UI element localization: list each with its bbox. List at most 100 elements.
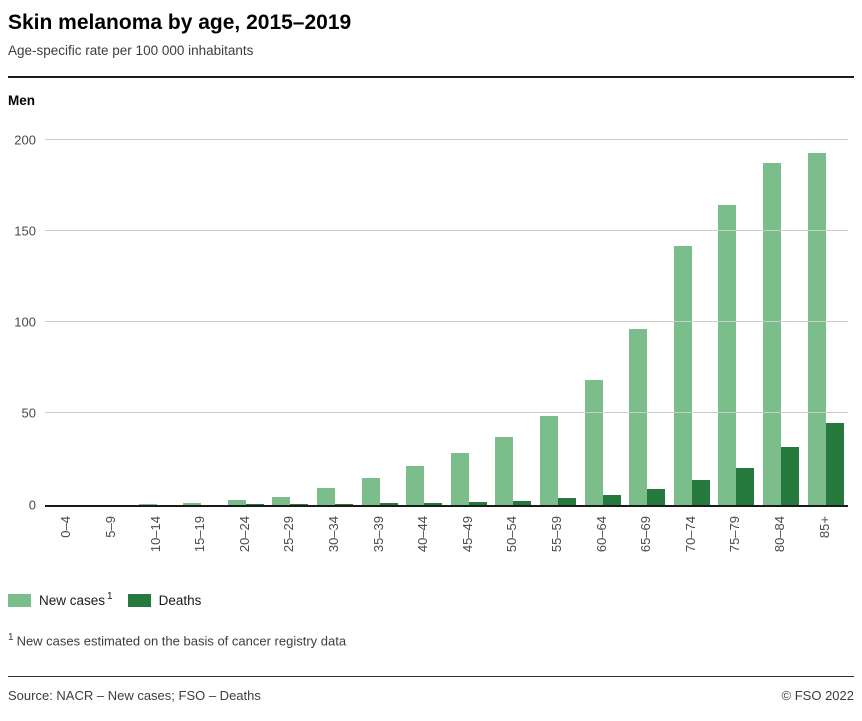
x-label-cell: 15–19 [179, 507, 224, 577]
y-tick-label: 200 [14, 132, 36, 148]
bar-deaths [781, 447, 800, 505]
x-axis-label: 10–14 [147, 515, 163, 552]
copyright-text: © FSO 2022 [781, 687, 854, 703]
legend-label: Deaths [158, 592, 202, 608]
bar-deaths [736, 468, 755, 505]
x-axis-label: 15–19 [192, 515, 208, 552]
x-axis-label: 30–34 [325, 515, 341, 552]
bar-new-cases [540, 415, 558, 505]
legend-label: New cases 1 [39, 591, 113, 608]
source-text: Source: NACR – New cases; FSO – Deaths [8, 687, 261, 703]
bar-deaths [558, 498, 576, 505]
x-label-cell: 25–29 [268, 507, 313, 577]
plot-area [45, 131, 848, 507]
bar-group [759, 131, 804, 505]
bar-group [179, 131, 224, 505]
gridline [45, 138, 848, 140]
x-label-cell: 75–79 [714, 507, 759, 577]
bar-group [803, 131, 848, 505]
footnote-text: New cases estimated on the basis of canc… [16, 632, 347, 648]
bar-deaths [468, 502, 487, 505]
legend-item-new-cases: New cases 1 [8, 591, 113, 608]
bar-new-cases [361, 478, 380, 505]
x-label-cell: 0–4 [45, 507, 90, 577]
bar-group [625, 131, 670, 505]
x-label-cell: 85+ [803, 507, 848, 577]
x-label-cell: 45–49 [446, 507, 491, 577]
bar-new-cases [272, 496, 291, 505]
x-label-cell: 80–84 [759, 507, 804, 577]
y-axis: 0 50 100 150 200 [8, 131, 45, 511]
footnote: 1 New cases estimated on the basis of can… [8, 632, 854, 648]
x-label-cell: 10–14 [134, 507, 179, 577]
bar-group [90, 131, 135, 505]
x-axis-label: 20–24 [236, 515, 252, 552]
x-label-cell: 5–9 [90, 507, 135, 577]
x-axis-label: 40–44 [415, 515, 431, 552]
header-divider [8, 76, 854, 79]
legend: New cases 1 Deaths [8, 591, 854, 608]
x-axis-label: 60–64 [593, 515, 609, 552]
chart-group-label: Men [8, 93, 35, 109]
footer-divider [8, 675, 854, 677]
bar-new-cases [183, 502, 202, 505]
bar-new-cases [450, 452, 469, 505]
gridline [45, 321, 848, 323]
y-tick-label: 100 [14, 314, 36, 330]
bar-group [134, 131, 179, 505]
bar-group [580, 131, 625, 505]
chart-subtitle: Age-specific rate per 100 000 inhabitant… [8, 43, 254, 59]
bar-group [402, 131, 447, 505]
x-label-cell: 50–54 [491, 507, 536, 577]
bar-group [268, 131, 313, 505]
x-label-cell: 40–44 [402, 507, 447, 577]
bar-group [313, 131, 358, 505]
bar-group [223, 131, 268, 505]
bar-group [670, 131, 715, 505]
gridline [45, 229, 848, 231]
deaths-swatch-icon [127, 593, 151, 607]
bar-deaths [691, 479, 710, 505]
bar-new-cases [763, 162, 782, 505]
x-axis-label: 45–49 [459, 515, 475, 552]
x-axis-label: 35–39 [370, 515, 386, 552]
x-label-cell: 30–34 [313, 507, 358, 577]
x-label-cell: 65–69 [625, 507, 670, 577]
x-axis: 0–4 5–9 10–14 15–19 20–24 25–29 30–34 35–39 40–4… [45, 507, 848, 577]
bar-deaths [825, 423, 844, 505]
x-axis-label: 65–69 [638, 515, 654, 552]
footnote-marker: 1 [107, 591, 113, 603]
y-tick-label: 0 [28, 497, 36, 513]
x-label-cell: 60–64 [580, 507, 625, 577]
x-axis-label: 55–59 [549, 515, 564, 552]
footer: Source: NACR – New cases; FSO – Deaths ©… [8, 688, 854, 703]
x-axis-label: 80–84 [772, 515, 788, 552]
y-tick-label: 50 [21, 405, 36, 421]
bar-group [536, 131, 581, 505]
bars-row [45, 131, 848, 505]
x-label-cell: 35–39 [357, 507, 402, 577]
bar-group [714, 131, 759, 505]
new-cases-swatch-icon [8, 593, 31, 607]
x-axis-label: 5–9 [102, 515, 118, 538]
x-label-cell: 70–74 [670, 507, 715, 577]
bar-deaths [424, 502, 443, 505]
bar-group [45, 131, 90, 505]
bar-deaths [513, 500, 532, 505]
x-axis-label: 70–74 [682, 515, 698, 552]
x-axis-label: 85+ [816, 515, 832, 538]
bar-group [357, 131, 402, 505]
footnote-marker: 1 [8, 631, 14, 643]
bar-deaths [379, 503, 398, 505]
x-axis-label: 50–54 [504, 515, 520, 552]
bar-new-cases [316, 487, 335, 505]
bar-new-cases [495, 437, 514, 505]
bar-deaths [647, 488, 666, 505]
gridline [45, 412, 848, 414]
bar-new-cases [673, 245, 692, 505]
bar-group [446, 131, 491, 505]
x-axis-label: 75–79 [727, 515, 743, 552]
page-title: Skin melanoma by age, 2015–2019 [8, 11, 352, 34]
y-tick-label: 150 [14, 223, 36, 239]
x-axis-label: 25–29 [281, 515, 297, 552]
